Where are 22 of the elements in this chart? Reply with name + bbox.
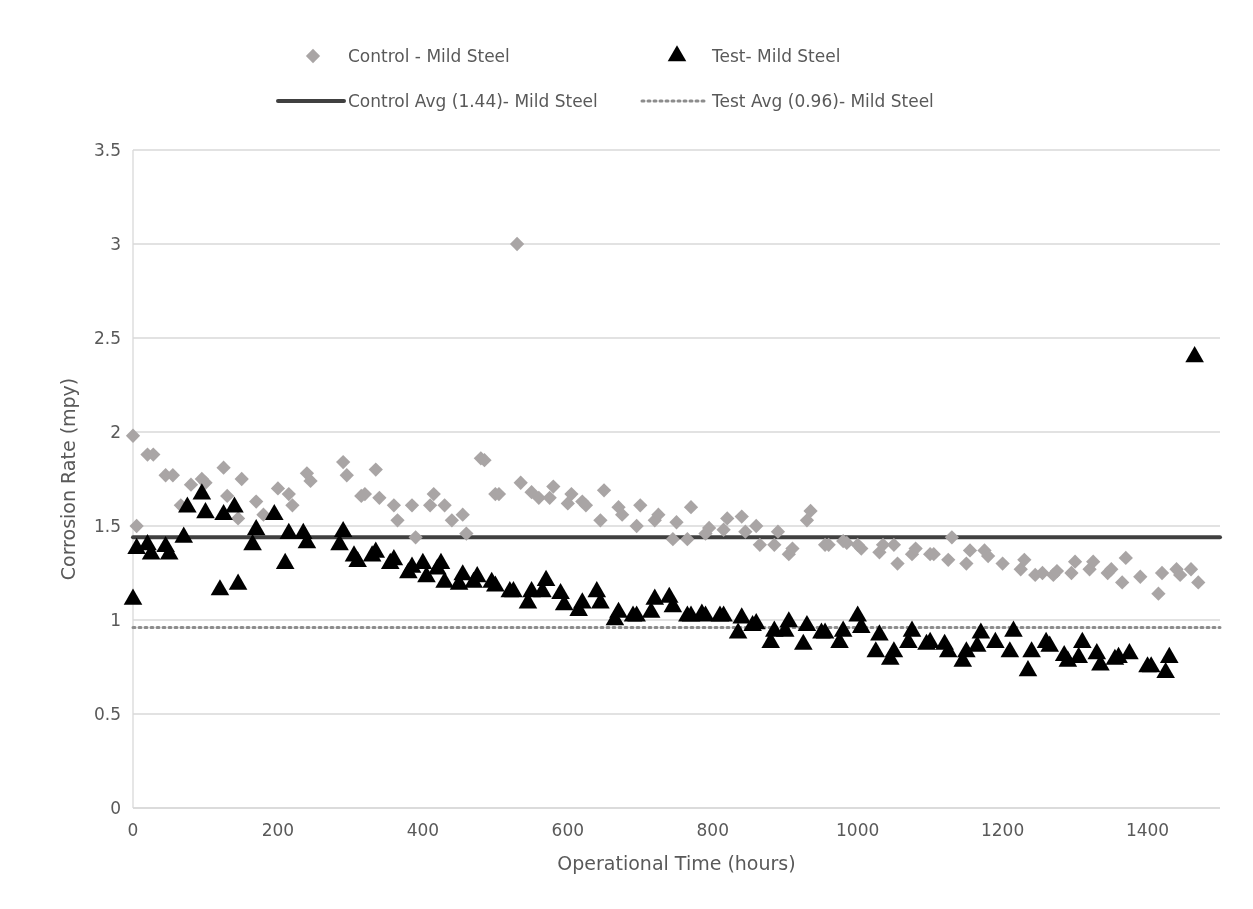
legend-label: Control Avg (1.44)- Mild Steel: [348, 90, 598, 111]
x-tick-label: 400: [406, 820, 440, 840]
x-tick-label: 1000: [836, 820, 880, 840]
x-tick-label: 0: [127, 820, 139, 840]
legend-label: Control - Mild Steel: [348, 45, 510, 66]
y-tick-label: 3: [110, 233, 121, 254]
y-tick-label: 1.5: [93, 515, 121, 536]
y-tick-label: 1: [110, 609, 121, 630]
y-tick-label: 2: [110, 421, 121, 442]
x-tick-label: 600: [551, 820, 585, 840]
y-tick-label: 0: [110, 797, 121, 818]
x-tick-label: 1400: [1125, 820, 1170, 840]
x-tick-label: 800: [696, 820, 729, 840]
y-tick-label: 0.5: [93, 703, 121, 724]
x-axis-title: Operational Time (hours): [557, 852, 796, 874]
y-axis-title: Corrosion Rate (mpy): [57, 377, 79, 581]
y-tick-label: 3.5: [93, 139, 121, 160]
x-tick-label: 1200: [980, 820, 1025, 840]
x-tick-label: 200: [261, 820, 295, 840]
legend-label: Test Avg (0.96)- Mild Steel: [711, 90, 934, 111]
y-tick-label: 2.5: [93, 327, 121, 348]
legend-label: Test- Mild Steel: [711, 45, 841, 66]
